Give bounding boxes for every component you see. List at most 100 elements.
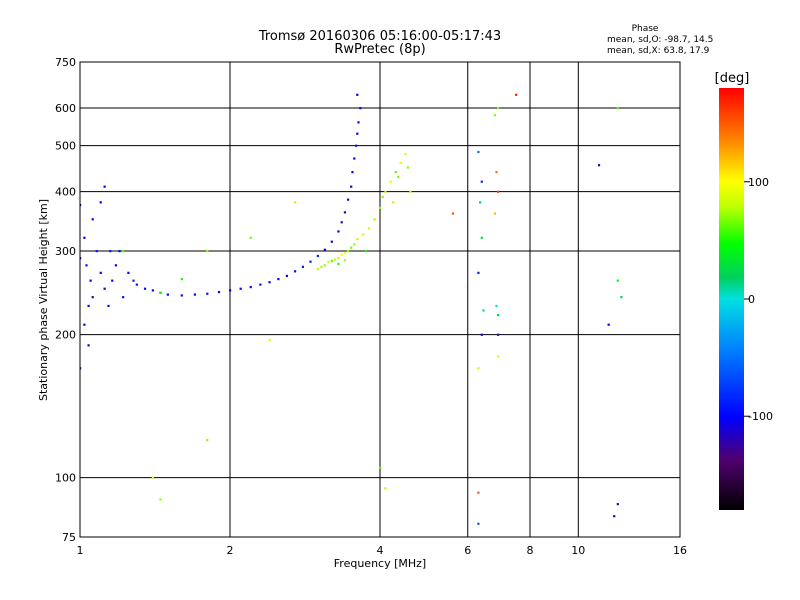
data-point	[259, 283, 262, 286]
y-tick-label: 750	[55, 56, 76, 69]
data-point	[343, 211, 347, 214]
data-point	[80, 203, 82, 207]
data-point	[327, 260, 330, 263]
data-point	[118, 250, 121, 253]
y-tick-label: 500	[55, 140, 76, 153]
data-point	[268, 281, 271, 284]
y-tick-label: 75	[62, 531, 76, 544]
data-point	[477, 150, 480, 154]
data-point	[496, 190, 500, 193]
data-point	[99, 271, 102, 274]
colorbar	[719, 88, 744, 510]
data-point	[480, 333, 483, 336]
phase-info-x: mean, sd,X: 63.8, 17.9	[607, 46, 710, 56]
data-point	[482, 309, 485, 312]
data-point	[206, 250, 209, 253]
data-point	[323, 248, 327, 251]
data-point	[229, 289, 232, 292]
data-point	[365, 250, 368, 253]
data-point	[193, 293, 197, 296]
colorbar-label: [deg]	[715, 71, 750, 86]
data-point	[496, 333, 500, 336]
data-point	[379, 206, 382, 209]
y-tick-label: 200	[55, 329, 76, 342]
data-point	[111, 279, 114, 282]
data-point	[384, 487, 387, 490]
data-point	[114, 264, 118, 267]
data-point	[83, 323, 86, 326]
data-point	[616, 107, 619, 110]
data-point	[316, 267, 319, 271]
data-point	[399, 161, 402, 165]
chart-title: Tromsø 20160306 05:16:00-05:17:43	[258, 29, 501, 44]
x-tick-label: 4	[377, 544, 384, 557]
data-point	[350, 246, 353, 249]
data-point	[343, 251, 347, 254]
data-point	[479, 201, 482, 204]
grid-lines	[80, 62, 680, 537]
data-point	[249, 236, 252, 239]
x-tick-labels: 1 2 4 6 8 10 16	[77, 544, 688, 557]
data-point	[477, 367, 480, 370]
data-point	[616, 503, 619, 506]
data-point	[217, 290, 221, 294]
data-point	[409, 190, 412, 193]
data-point	[359, 107, 362, 110]
data-point	[249, 285, 252, 289]
data-point	[337, 262, 340, 265]
data-point	[357, 121, 360, 124]
data-point	[103, 287, 106, 290]
data-point	[620, 296, 623, 299]
data-point	[477, 522, 480, 525]
y-tick-label: 600	[55, 102, 76, 115]
data-point	[394, 171, 397, 174]
x-tick-label: 16	[673, 544, 687, 557]
data-point	[135, 283, 138, 286]
data-point	[353, 243, 356, 246]
data-point	[87, 304, 90, 308]
data-point	[122, 296, 125, 299]
data-point	[159, 291, 162, 295]
data-points	[80, 93, 623, 525]
data-point	[384, 190, 387, 193]
x-axis-label: Frequency [MHz]	[334, 557, 426, 570]
data-point	[496, 314, 500, 317]
data-point	[99, 201, 102, 204]
colorbar-ticks: 100 0 -100	[744, 176, 773, 423]
data-point	[495, 171, 498, 174]
data-point	[151, 476, 155, 479]
data-point	[337, 257, 340, 260]
chart-subtitle: RwPretec (8p)	[334, 42, 425, 57]
x-tick-label: 8	[527, 544, 534, 557]
data-point	[80, 257, 82, 260]
data-point	[323, 264, 327, 267]
y-axis-label: Stationary phase Virtual Height [km]	[37, 199, 50, 401]
data-point	[107, 304, 110, 308]
data-point	[493, 212, 497, 215]
data-point	[451, 212, 455, 215]
data-point	[80, 367, 82, 370]
data-point	[127, 271, 130, 274]
x-tick-label: 10	[571, 544, 585, 557]
data-point	[91, 296, 94, 299]
data-point	[613, 515, 616, 518]
data-point	[239, 287, 242, 290]
data-point	[309, 260, 312, 263]
phase-info-heading: Phase	[632, 24, 659, 34]
data-point	[362, 233, 365, 236]
data-point	[122, 250, 125, 253]
data-point	[353, 157, 356, 160]
data-point	[180, 277, 183, 281]
y-tick-label: 100	[55, 472, 76, 485]
data-point	[143, 287, 147, 290]
data-point	[477, 491, 480, 494]
data-point	[87, 344, 90, 347]
data-point	[268, 338, 271, 342]
data-point	[404, 153, 407, 156]
data-point	[316, 254, 319, 258]
data-point	[85, 264, 88, 267]
data-point	[496, 107, 500, 110]
data-point	[389, 180, 392, 183]
data-point	[293, 201, 297, 204]
